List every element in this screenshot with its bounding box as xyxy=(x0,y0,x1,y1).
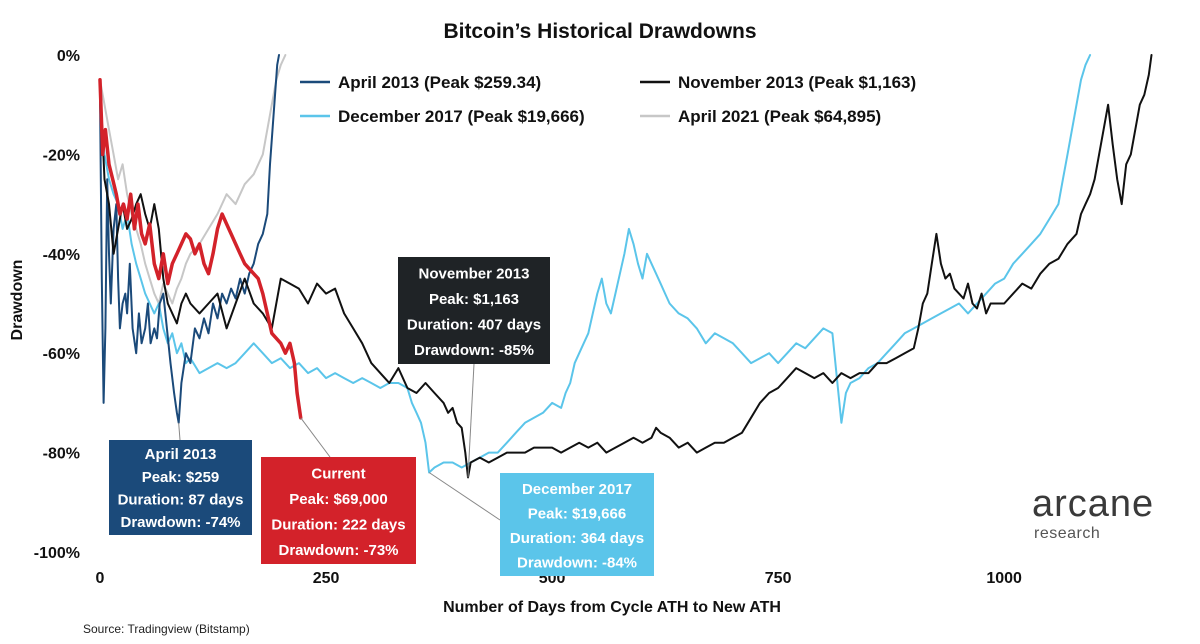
legend-entry: April 2013 (Peak $259.34) xyxy=(338,73,541,92)
y-tick-label: -20% xyxy=(43,147,80,164)
annotation-leader xyxy=(428,472,501,521)
chart-title: Bitcoin’s Historical Drawdowns xyxy=(443,20,756,43)
x-tick-label: 750 xyxy=(765,570,792,587)
annotation-text: November 2013 xyxy=(419,266,530,283)
y-tick-label: -60% xyxy=(43,346,80,363)
annotation-text: Peak: $259 xyxy=(142,469,220,486)
y-axis-ticks: 0% -20% -40% -60% -80% -100% xyxy=(34,48,80,562)
series-line-april xyxy=(99,54,287,305)
annotation-text: Drawdown: -85% xyxy=(414,342,534,359)
series-line-december xyxy=(99,54,1092,474)
y-tick-label: 0% xyxy=(57,48,80,65)
annotation-text: Duration: 364 days xyxy=(510,530,644,547)
legend-entry: December 2017 (Peak $19,666) xyxy=(338,107,585,126)
annotation-text: Peak: $69,000 xyxy=(289,491,387,508)
annotation-text: Duration: 407 days xyxy=(407,317,541,334)
y-tick-label: -40% xyxy=(43,247,80,264)
annotation-leader xyxy=(178,422,181,441)
logo-tagline: research xyxy=(1034,525,1100,542)
annotation-text: Drawdown: -84% xyxy=(517,554,637,571)
x-tick-label: 250 xyxy=(313,570,340,587)
annotation-box xyxy=(261,457,416,564)
legend: April 2013 (Peak $259.34) November 2013 (… xyxy=(300,73,916,126)
annotation-box xyxy=(109,440,252,535)
series-line-current xyxy=(98,78,303,420)
annotation-text: April 2013 xyxy=(145,446,217,463)
annotation-leaders xyxy=(178,363,501,521)
x-tick-label: 1000 xyxy=(986,570,1022,587)
annotation-text: Peak: $1,163 xyxy=(429,291,519,308)
annotation-leader xyxy=(300,417,331,458)
y-axis-label: Drawdown xyxy=(9,260,26,341)
y-tick-label: -100% xyxy=(34,545,80,562)
annotation-text: Peak: $19,666 xyxy=(528,505,626,522)
source-note: Source: Tradingview (Bitstamp) xyxy=(83,622,250,636)
legend-entry: April 2021 (Peak $64,895) xyxy=(678,107,881,126)
annotation-box xyxy=(500,473,654,576)
annotations: April 2013 Peak: $259 Duration: 87 days Dra… xyxy=(109,257,654,576)
x-axis-label: Number of Days from Cycle ATH to New ATH xyxy=(443,599,781,616)
annotation-text: Duration: 222 days xyxy=(271,517,405,534)
x-tick-label: 0 xyxy=(96,570,105,587)
legend-entry: November 2013 (Peak $1,163) xyxy=(678,73,916,92)
logo-wordmark: arcane xyxy=(1032,483,1154,525)
annotation-text: Drawdown: -73% xyxy=(278,542,398,559)
annotation-box xyxy=(398,257,550,364)
series-lines xyxy=(98,54,1153,479)
annotation-text: Duration: 87 days xyxy=(118,491,244,508)
annotation-text: Drawdown: -74% xyxy=(120,514,240,531)
annotation-text: December 2017 xyxy=(522,481,632,498)
x-axis-ticks: 0 250 500 750 1000 xyxy=(96,570,1023,587)
series-line-november xyxy=(99,54,1153,479)
y-tick-label: -80% xyxy=(43,446,80,463)
arcane-logo: arcane research xyxy=(1032,483,1154,542)
annotation-leader xyxy=(467,363,475,478)
annotation-text: Current xyxy=(311,466,365,483)
series-line-april xyxy=(99,54,280,424)
